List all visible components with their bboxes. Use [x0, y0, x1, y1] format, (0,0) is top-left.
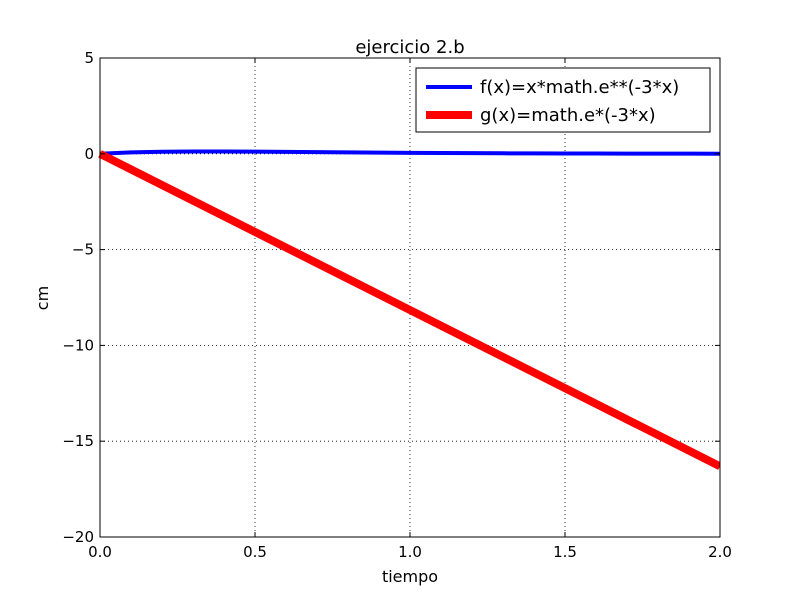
x-tick-label: 0.5: [243, 543, 267, 561]
plot-lines: [98, 149, 720, 470]
ticks: 0.0 0.5 1.0 1.5 2.0 5 0 −5 −10 −15 −20: [62, 49, 732, 561]
series-line-0: [99, 149, 720, 156]
y-tick-label: −10: [62, 336, 94, 354]
x-axis-label: tiempo: [382, 567, 438, 586]
y-axis-label: cm: [33, 286, 52, 310]
x-tick-label: 1.0: [398, 543, 422, 561]
x-tick-label: 0.0: [88, 543, 112, 561]
x-tick-label: 2.0: [708, 543, 732, 561]
y-tick-label: −5: [72, 241, 94, 259]
chart-title: ejercicio 2.b: [355, 37, 464, 58]
legend-label-1: g(x)=math.e*(-3*x): [480, 105, 656, 126]
legend: f(x)=x*math.e**(-3*x) g(x)=math.e*(-3*x): [415, 67, 711, 133]
x-tick-label: 1.5: [553, 543, 577, 561]
y-tick-label: 0: [84, 145, 94, 163]
legend-box: [415, 67, 711, 133]
y-tick-label: −15: [62, 432, 94, 450]
y-tick-label: −20: [62, 528, 94, 546]
y-tick-label: 5: [84, 49, 94, 67]
legend-label-0: f(x)=x*math.e**(-3*x): [480, 77, 679, 98]
series-line-1: [98, 150, 720, 470]
